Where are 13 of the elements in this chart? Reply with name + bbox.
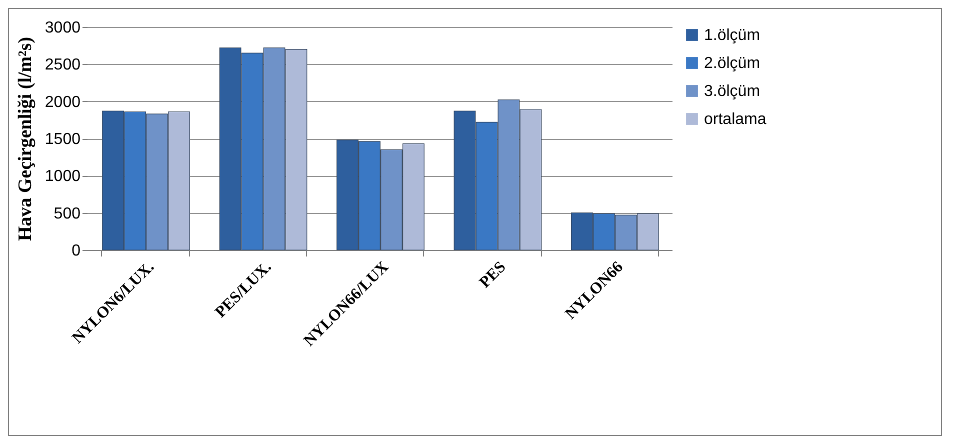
y-tick-label: 500	[54, 205, 81, 222]
y-tick-label: 1000	[44, 168, 81, 186]
y-tick-label: 1500	[44, 131, 81, 148]
legend-label: 1.ölçüm	[704, 27, 760, 44]
legend-label: 2.ölçüm	[704, 55, 760, 72]
y-tick-label: 2500	[44, 56, 81, 74]
y-tick-label: 2000	[44, 94, 81, 111]
legend-label: 3.ölçüm	[704, 83, 760, 100]
legend-label: ortalama	[704, 111, 766, 128]
x-tick-label: PES	[476, 258, 510, 292]
y-axis-title: Hava Geçirgenliği (l/m²s)	[14, 36, 36, 242]
y-tick-label: 0	[72, 242, 81, 260]
y-tick-label: 3000	[44, 20, 81, 36]
